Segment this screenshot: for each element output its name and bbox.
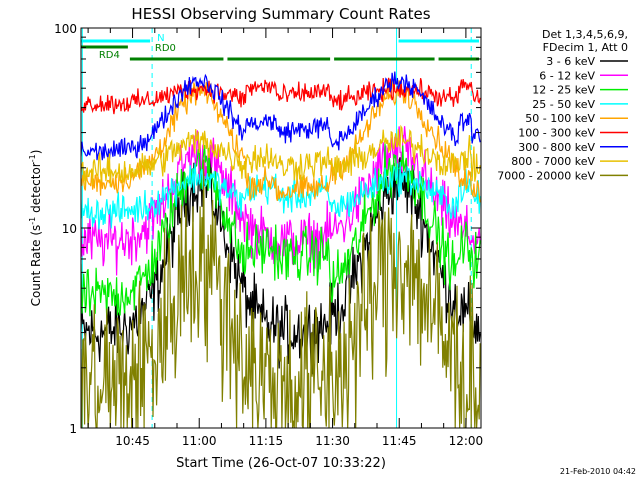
x-tick-label-5: 11:45 — [382, 434, 417, 448]
legend-label-8: 800 - 7000 keV — [511, 155, 595, 168]
y-axis-label: Count Rate (s-1 detector-1) — [28, 150, 43, 307]
x-tick-label-6: 12:00 — [449, 434, 484, 448]
y-tick-label-3: 100 — [54, 22, 77, 36]
legend-label-9: 7000 - 20000 keV — [497, 169, 595, 182]
series-line-5 — [81, 77, 481, 203]
x-axis-label: Start Time (26-Oct-07 10:33:22) — [176, 456, 386, 471]
legend-header-line-1: Det 1,3,4,5,6,9, — [542, 28, 628, 41]
legend-label-3: 12 - 25 keV — [532, 84, 595, 97]
legend-label-6: 100 - 300 keV — [518, 127, 595, 140]
flag-label-rd0: RD0 — [155, 43, 176, 54]
x-tick-label-2: 11:00 — [182, 434, 217, 448]
series-line-7 — [81, 71, 481, 161]
legend: Det 1,3,4,5,6,9, FDecim 1, Att 0 3 - 6 k… — [497, 28, 628, 182]
legend-label-4: 25 - 50 keV — [532, 98, 595, 111]
legend-label-1: 3 - 6 keV — [546, 55, 595, 68]
series-line-9 — [81, 159, 481, 428]
series-line-3 — [81, 143, 481, 319]
series-line-6 — [81, 77, 481, 115]
legend-label-2: 6 - 12 keV — [539, 69, 595, 82]
y-tick-label-2: 10 — [62, 222, 77, 236]
x-tick-label-4: 11:30 — [315, 434, 350, 448]
series-line-8 — [81, 124, 481, 187]
chart-title: HESSI Observing Summary Count Rates — [131, 5, 430, 23]
series-line-2 — [81, 126, 481, 276]
axes: 10:45 11:00 11:15 11:30 11:45 12:00 1 10 100 — [54, 22, 483, 448]
x-tick-label-1: 10:45 — [115, 434, 150, 448]
x-tick-label-3: 11:15 — [249, 434, 284, 448]
series-layer — [81, 71, 481, 428]
series-line-4 — [81, 161, 481, 230]
legend-label-7: 300 - 800 keV — [518, 141, 595, 154]
legend-header-line-2: FDecim 1, Att 0 — [543, 41, 628, 54]
legend-label-5: 50 - 100 keV — [525, 112, 595, 125]
y-tick-label-1: 1 — [69, 422, 77, 436]
flag-label-n: N — [157, 33, 164, 44]
flag-label-rd4: RD4 — [99, 50, 120, 61]
timestamp: 21-Feb-2010 04:42 — [560, 467, 636, 476]
